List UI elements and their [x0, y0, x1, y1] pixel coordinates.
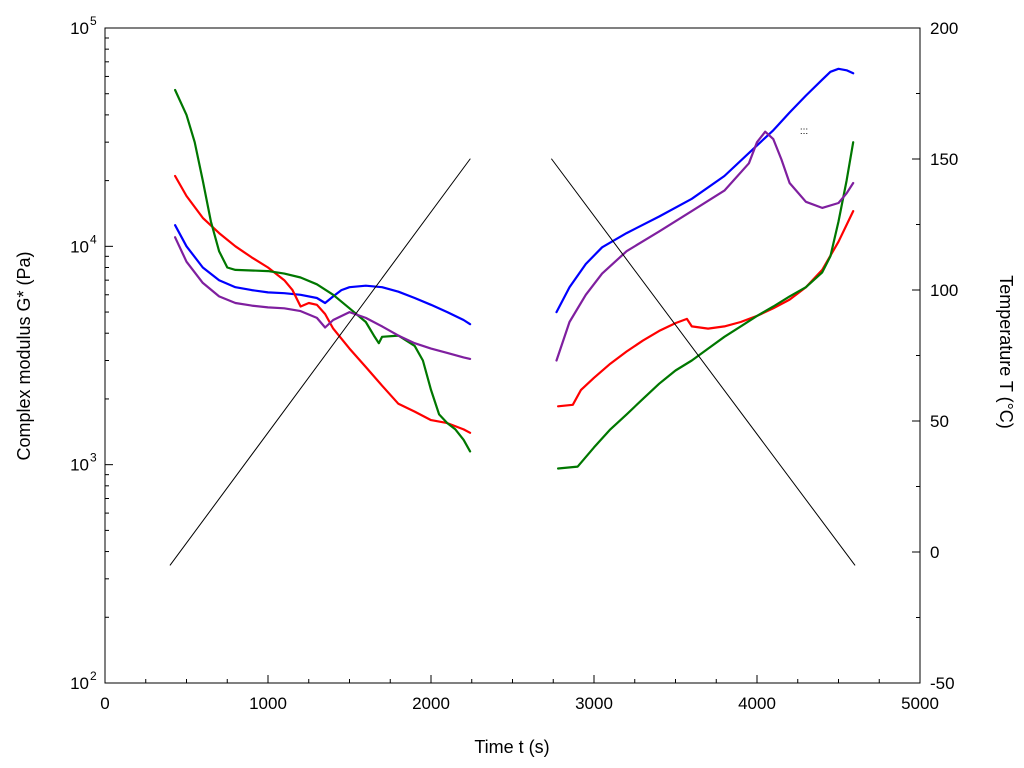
x-tick-label: 2000 [412, 694, 450, 713]
y-right-tick-label: -50 [930, 674, 955, 693]
plot-area [104, 27, 921, 684]
series-line-3-segment-2 [556, 141, 855, 470]
y-axis-right-label: Temperature T (°C) [996, 275, 1016, 429]
y-axis-left-label: Complex modulus G* (Pa) [14, 251, 34, 460]
y-right-tick-label: 50 [930, 412, 949, 431]
y-right-tick-label: 200 [930, 19, 958, 38]
y-right-tick-label: 100 [930, 281, 958, 300]
y-left-tick-exponent: 3 [90, 451, 97, 465]
y-left-tick-label: 10 [70, 237, 89, 256]
x-tick-label: 1000 [249, 694, 287, 713]
y-left-tick-label: 10 [70, 19, 89, 38]
annotation-text: ::: [800, 126, 808, 137]
series-line-3-segment-1 [174, 88, 472, 453]
plot-frame [104, 27, 921, 684]
x-axis-label: Time t (s) [474, 737, 549, 757]
x-tick-label: 4000 [738, 694, 776, 713]
y-left-tick-label: 10 [70, 674, 89, 693]
series-line-1-segment-2 [555, 67, 855, 314]
y-left-tick-label: 10 [70, 456, 89, 475]
series-line-2-segment-2 [556, 210, 855, 408]
series-line-4-segment-1 [174, 236, 472, 360]
series-layer [169, 67, 856, 566]
x-tick-label: 5000 [901, 694, 939, 713]
x-tick-label: 0 [100, 694, 109, 713]
series-line-5-segment-2 [551, 158, 856, 566]
series-line-5-segment-1 [169, 158, 471, 566]
y-left-tick-exponent: 5 [90, 14, 97, 28]
y-left-tick-exponent: 2 [90, 669, 97, 683]
y-left-tick-exponent: 4 [90, 232, 97, 246]
series-line-4-segment-2 [555, 130, 855, 362]
x-tick-label: 3000 [575, 694, 613, 713]
y-right-tick-label: 150 [930, 150, 958, 169]
series-line-2-segment-1 [174, 174, 472, 434]
series-line-1-segment-1 [174, 224, 472, 326]
y-right-tick-label: 0 [930, 543, 939, 562]
